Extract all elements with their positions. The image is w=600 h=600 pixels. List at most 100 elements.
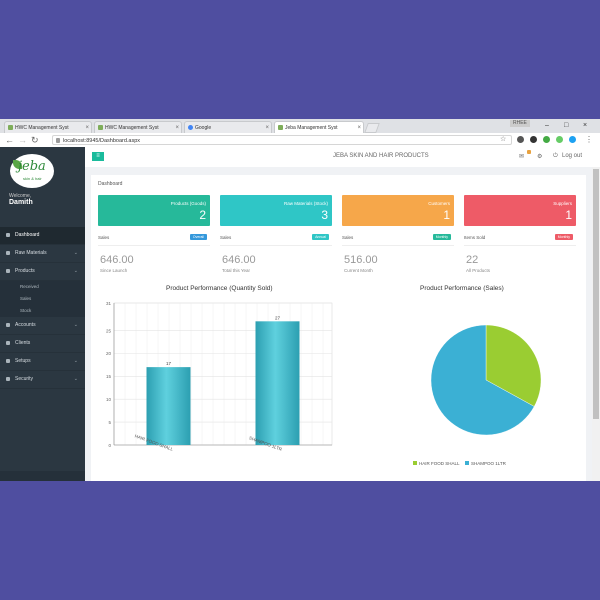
sidebar-item-clients[interactable]: Clients (0, 335, 85, 353)
sidebar-item-setups[interactable]: Setups ⌄ (0, 353, 85, 371)
back-icon[interactable]: ← (5, 135, 14, 145)
stat-card[interactable]: Raw Materials (Stock) 3 (220, 195, 332, 226)
bookmark-star-icon[interactable]: ☆ (500, 136, 507, 143)
y-tick-label: 31 (106, 301, 112, 306)
reload-icon[interactable]: ↻ (31, 135, 39, 145)
legend-label: HAIR FOOD SHALL (419, 461, 460, 466)
browser-tab-active[interactable]: Jeba Management Syst × (274, 121, 364, 133)
page-info-icon[interactable] (56, 138, 60, 143)
close-tab-icon[interactable]: × (175, 125, 179, 131)
bar-chart-title: Product Performance (Quantity Sold) (166, 285, 273, 292)
browser-user-badge[interactable]: RHEE (510, 120, 530, 127)
favicon-icon (98, 125, 103, 130)
home-icon (6, 233, 10, 237)
sidebar-item-products[interactable]: Products ⌄ (0, 263, 85, 281)
stat-card[interactable]: Customers 1 (342, 195, 454, 226)
logo-text: jeba (18, 159, 46, 174)
sidebar-subitem-stock[interactable]: Stock (0, 305, 85, 317)
menu-toggle-button[interactable]: ≡ (92, 152, 104, 161)
data-label: 17 (166, 361, 172, 366)
browser-tab[interactable]: Google × (184, 121, 272, 133)
logo[interactable]: jeba skin & hair (10, 154, 54, 188)
card-footer-row: Sales Overall (98, 233, 210, 242)
sidebar-header: jeba skin & hair Welcome, Damith (0, 147, 85, 227)
extension-icon[interactable] (543, 136, 550, 143)
sidebar-item-raw-materials[interactable]: Raw Materials ⌄ (0, 245, 85, 263)
sidebar-item-accounts[interactable]: Accounts ⌄ (0, 317, 85, 335)
card-footer-row: Sales Monthly (342, 233, 454, 242)
new-tab-button[interactable] (364, 123, 380, 133)
products-icon (6, 269, 10, 273)
sidebar-subitem-received[interactable]: Received (0, 281, 85, 293)
legend-swatch (413, 461, 417, 465)
card-footer-label: Sales (98, 235, 110, 240)
pie-chart-title: Product Performance (Sales) (420, 285, 504, 292)
sidebar-item-security[interactable]: Security ⌄ (0, 371, 85, 389)
google-icon (188, 125, 193, 130)
user-name: Damith (9, 199, 33, 206)
divider (464, 245, 576, 246)
extension-icon[interactable] (517, 136, 524, 143)
data-label: 27 (275, 315, 281, 320)
url-field[interactable]: localhost:8945/Dashboard.aspx (52, 135, 512, 145)
forward-icon[interactable]: → (18, 135, 27, 145)
scrollbar-thumb[interactable] (593, 169, 599, 419)
close-window-icon[interactable]: × (583, 122, 588, 129)
summary-caption: All Products (466, 268, 491, 273)
leaf-icon (13, 160, 22, 169)
power-icon[interactable]: ⏻ (553, 153, 558, 159)
browser-menu-icon[interactable]: ⋮ (585, 135, 593, 144)
chevron-down-icon: ⌄ (73, 250, 78, 256)
bar (255, 321, 300, 445)
chevron-down-icon: ⌄ (73, 322, 78, 328)
minimize-icon[interactable]: – (545, 122, 549, 129)
sidebar-subitem-sales[interactable]: Sales (0, 293, 85, 305)
y-tick-label: 20 (106, 351, 112, 356)
y-tick-label: 5 (108, 420, 111, 425)
clients-icon (6, 341, 10, 345)
stat-card-label: Products (Goods) (170, 201, 206, 206)
notification-icon[interactable]: ✉ (519, 154, 525, 160)
page-scrollbar[interactable] (592, 167, 600, 481)
browser-tab[interactable]: HWC Management Syst × (4, 121, 92, 133)
pie-slice (430, 324, 535, 436)
stat-card[interactable]: Products (Goods) 2 (98, 195, 210, 226)
accounts-icon (6, 323, 10, 327)
settings-icon[interactable]: ⚙ (537, 154, 543, 160)
divider (342, 245, 454, 246)
setups-icon (6, 359, 10, 363)
sidebar: jeba skin & hair Welcome, Damith Dashboa… (0, 147, 85, 481)
maximize-icon[interactable]: □ (564, 122, 569, 129)
stat-card-label: Raw Materials (Stock) (283, 201, 328, 206)
period-badge: Monthly (432, 234, 451, 240)
summary-caption: Current Month (344, 268, 373, 273)
logout-link[interactable]: Log out (562, 153, 583, 159)
skype-icon[interactable] (569, 136, 576, 143)
lock-icon (6, 377, 10, 381)
browser-tab[interactable]: HWC Management Syst × (94, 121, 182, 133)
period-badge: Annual (312, 234, 329, 240)
card-footer-row: Sales Annual (220, 233, 332, 242)
card-footer-label: Sales (342, 235, 354, 240)
stat-card-value: 2 (199, 208, 206, 222)
y-tick-label: 10 (106, 397, 112, 402)
card-footer-label: Items Sold (464, 235, 486, 240)
brand-title: JEBA SKIN AND HAIR PRODUCTS (333, 153, 429, 159)
divider (220, 245, 332, 246)
stat-card[interactable]: Suppliers 1 (464, 195, 576, 226)
sidebar-item-dashboard[interactable]: Dashboard (0, 227, 85, 245)
stat-card-label: Suppliers (553, 201, 572, 206)
summary-value: 646.00 (222, 254, 256, 266)
close-tab-icon[interactable]: × (85, 125, 89, 131)
close-tab-icon[interactable]: × (265, 125, 269, 131)
extension-icon[interactable] (530, 136, 537, 143)
stat-card-label: Customers (428, 201, 450, 206)
summary-caption: Since Launch (100, 268, 128, 273)
close-tab-icon[interactable]: × (357, 125, 361, 131)
extension-icon[interactable] (556, 136, 563, 143)
notification-badge (527, 150, 531, 154)
stat-card-value: 3 (321, 208, 328, 222)
legend-label: SHAMPOO 1LTR (471, 461, 507, 466)
summary-value: 646.00 (100, 254, 134, 266)
